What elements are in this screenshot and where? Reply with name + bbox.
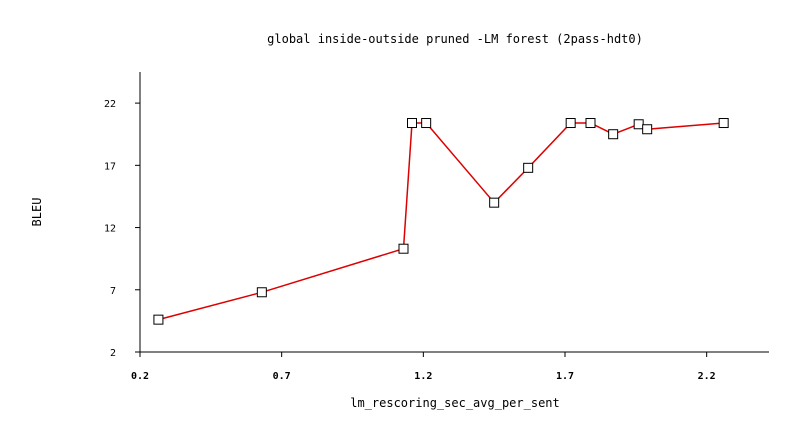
data-point [523,162,534,173]
data-point [407,118,417,129]
data-point [489,197,500,208]
data-point [565,118,576,129]
axes [139,72,769,353]
data-point [398,243,409,254]
y-tick-label: 17 [104,161,116,172]
y-tick-label: 2 [110,348,116,359]
x-tick-label: 0.7 [273,371,291,382]
x-tick-label: 1.2 [414,371,432,382]
data-point [608,129,619,140]
y-tick-label: 12 [104,224,116,235]
y-tick-label: 7 [110,286,116,297]
data-point [642,124,653,135]
data-point [421,118,432,129]
series-line [158,122,724,321]
x-tick-label: 0.2 [131,371,149,382]
y-tick-label: 22 [104,99,116,110]
data-point [153,314,164,325]
axis-ticks: 0.2 0.7 1.2 1.7 2.2 2 7 12 17 22 [104,99,716,382]
data-point [256,287,267,298]
data-point [633,119,644,130]
chart-title: global inside-outside pruned -LM forest … [267,32,643,46]
data-point [718,118,729,129]
data-point [585,118,596,129]
x-tick-label: 1.7 [556,371,574,382]
x-axis-label: lm_rescoring_sec_avg_per_sent [350,396,560,410]
y-axis-label: BLEU [30,198,44,227]
series-group [153,118,729,325]
x-tick-label: 2.2 [698,371,716,382]
